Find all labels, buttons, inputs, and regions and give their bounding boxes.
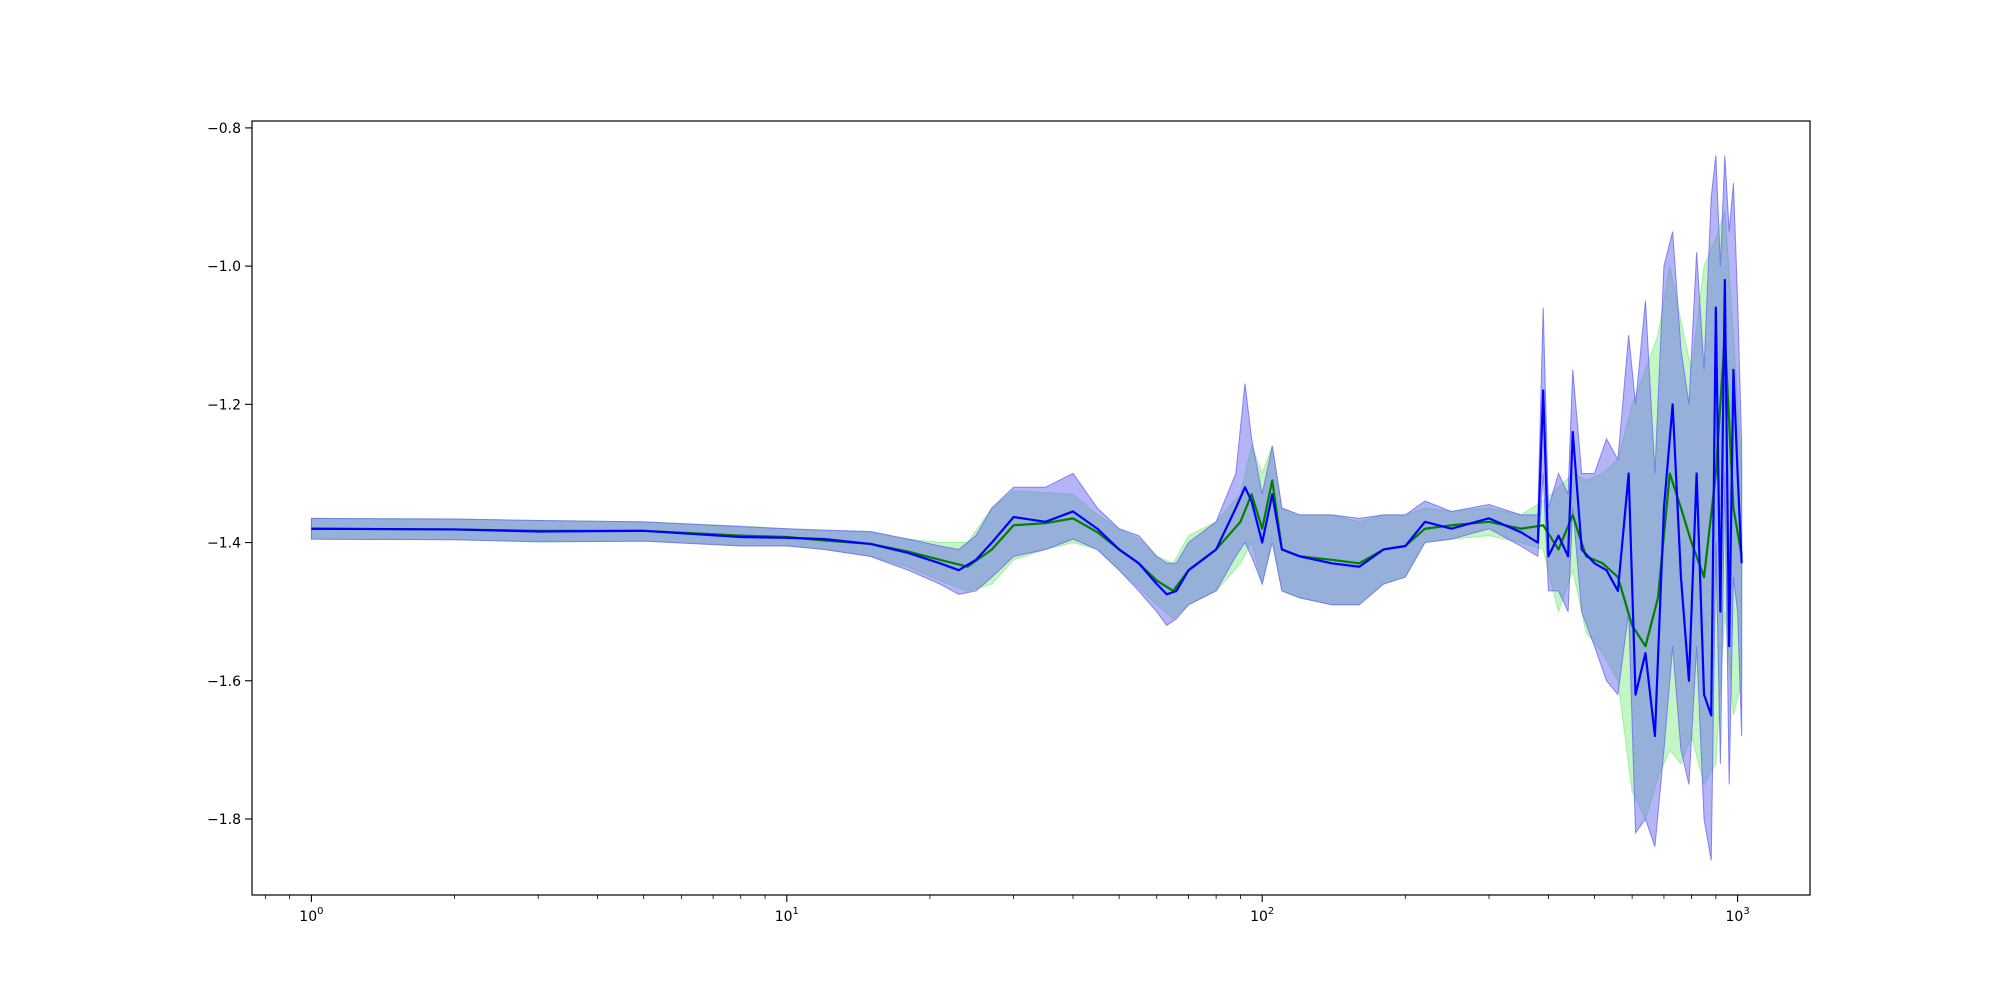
x-tick-label: 101: [775, 906, 799, 925]
x-tick-label: 100: [299, 906, 323, 925]
x-tick-label: 103: [1726, 906, 1750, 925]
y-tick-label: −1.0: [207, 259, 241, 275]
series-2-line: [311, 278, 1743, 738]
y-axis: −0.8 −1.0 −1.2 −1.4 −1.6 −1.8: [207, 121, 252, 828]
y-tick-label: −1.2: [207, 397, 241, 413]
y-tick-label: −1.4: [207, 536, 241, 552]
y-tick-label: −1.8: [207, 812, 241, 828]
confidence-bands: [310, 155, 1743, 861]
y-tick-label: −0.8: [207, 121, 241, 137]
series-2-band: [310, 155, 1743, 861]
plot-frame: [251, 120, 1811, 896]
y-tick-label: −1.6: [207, 674, 241, 690]
series-lines: [311, 278, 1743, 738]
x-axis: 100 101 102 103: [264, 895, 1750, 925]
x-tick-label: 102: [1250, 906, 1274, 925]
